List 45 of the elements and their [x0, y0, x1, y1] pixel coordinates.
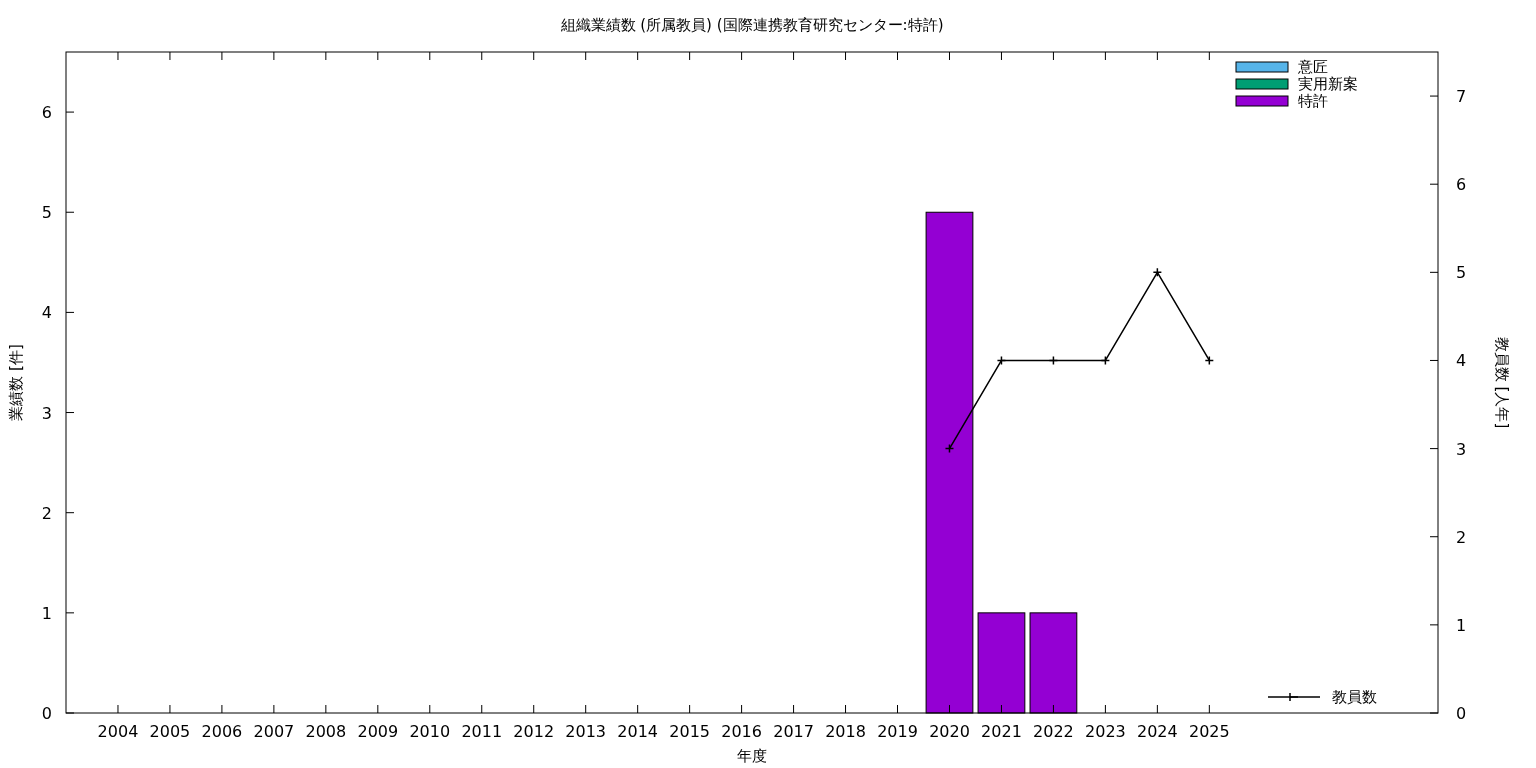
x-tick-label: 2024 — [1137, 722, 1178, 741]
y2-tick-label: 6 — [1456, 175, 1467, 195]
x-tick-label: 2010 — [409, 722, 451, 741]
x-tick-label: 2007 — [253, 722, 295, 741]
x-tick-label: 2008 — [305, 722, 347, 741]
x-tick-label: 2014 — [617, 722, 659, 741]
x-tick-label: 2015 — [669, 722, 710, 741]
x-tick-label: 2004 — [97, 722, 139, 741]
legend-label: 実用新案 — [1298, 75, 1358, 93]
y-tick-label: 2 — [41, 503, 52, 523]
y2-tick-label: 7 — [1456, 87, 1467, 107]
x-tick-label: 2006 — [201, 722, 243, 741]
x-axis-title: 年度 — [737, 747, 767, 765]
x-tick-label: 2017 — [773, 722, 814, 741]
y-tick-label: 3 — [41, 403, 52, 423]
x-tick-label: 2025 — [1188, 722, 1230, 741]
x-tick-label: 2005 — [149, 722, 191, 741]
y2-axis-title: 教員数 [人年] — [1493, 336, 1511, 429]
y-tick-label: 4 — [41, 303, 52, 323]
y-tick-label: 6 — [41, 103, 52, 123]
x-tick-label: 2012 — [513, 722, 555, 741]
x-tick-label: 2009 — [357, 722, 399, 741]
y2-tick-label: 0 — [1456, 704, 1467, 723]
legend-label: 教員数 — [1332, 688, 1377, 706]
y-tick-label: 5 — [41, 203, 52, 223]
legend-label: 特許 — [1298, 92, 1328, 110]
x-tick-label: 2021 — [981, 722, 1022, 741]
y2-tick-label: 1 — [1456, 615, 1467, 635]
y2-tick-label: 5 — [1456, 263, 1467, 283]
x-tick-label: 2016 — [721, 722, 762, 741]
x-tick-label: 2018 — [825, 722, 866, 741]
y2-tick-label: 3 — [1456, 439, 1467, 459]
x-tick-label: 2011 — [461, 722, 503, 741]
y2-tick-label: 2 — [1456, 527, 1467, 547]
chart-title: 組織業績数 (所属教員) (国際連携教育研究センター:特許) — [559, 16, 944, 34]
y-axis-title: 業績数 [件] — [7, 344, 25, 421]
y-tick-label: 0 — [41, 704, 52, 723]
legend-label: 意匠 — [1297, 58, 1328, 76]
x-tick-label: 2013 — [565, 722, 607, 741]
x-tick-label: 2019 — [877, 722, 918, 741]
x-tick-label: 2020 — [929, 722, 970, 741]
y2-tick-label: 4 — [1456, 351, 1467, 371]
y-tick-label: 1 — [41, 603, 52, 623]
x-tick-label: 2023 — [1085, 722, 1126, 741]
x-tick-label: 2022 — [1033, 722, 1074, 741]
